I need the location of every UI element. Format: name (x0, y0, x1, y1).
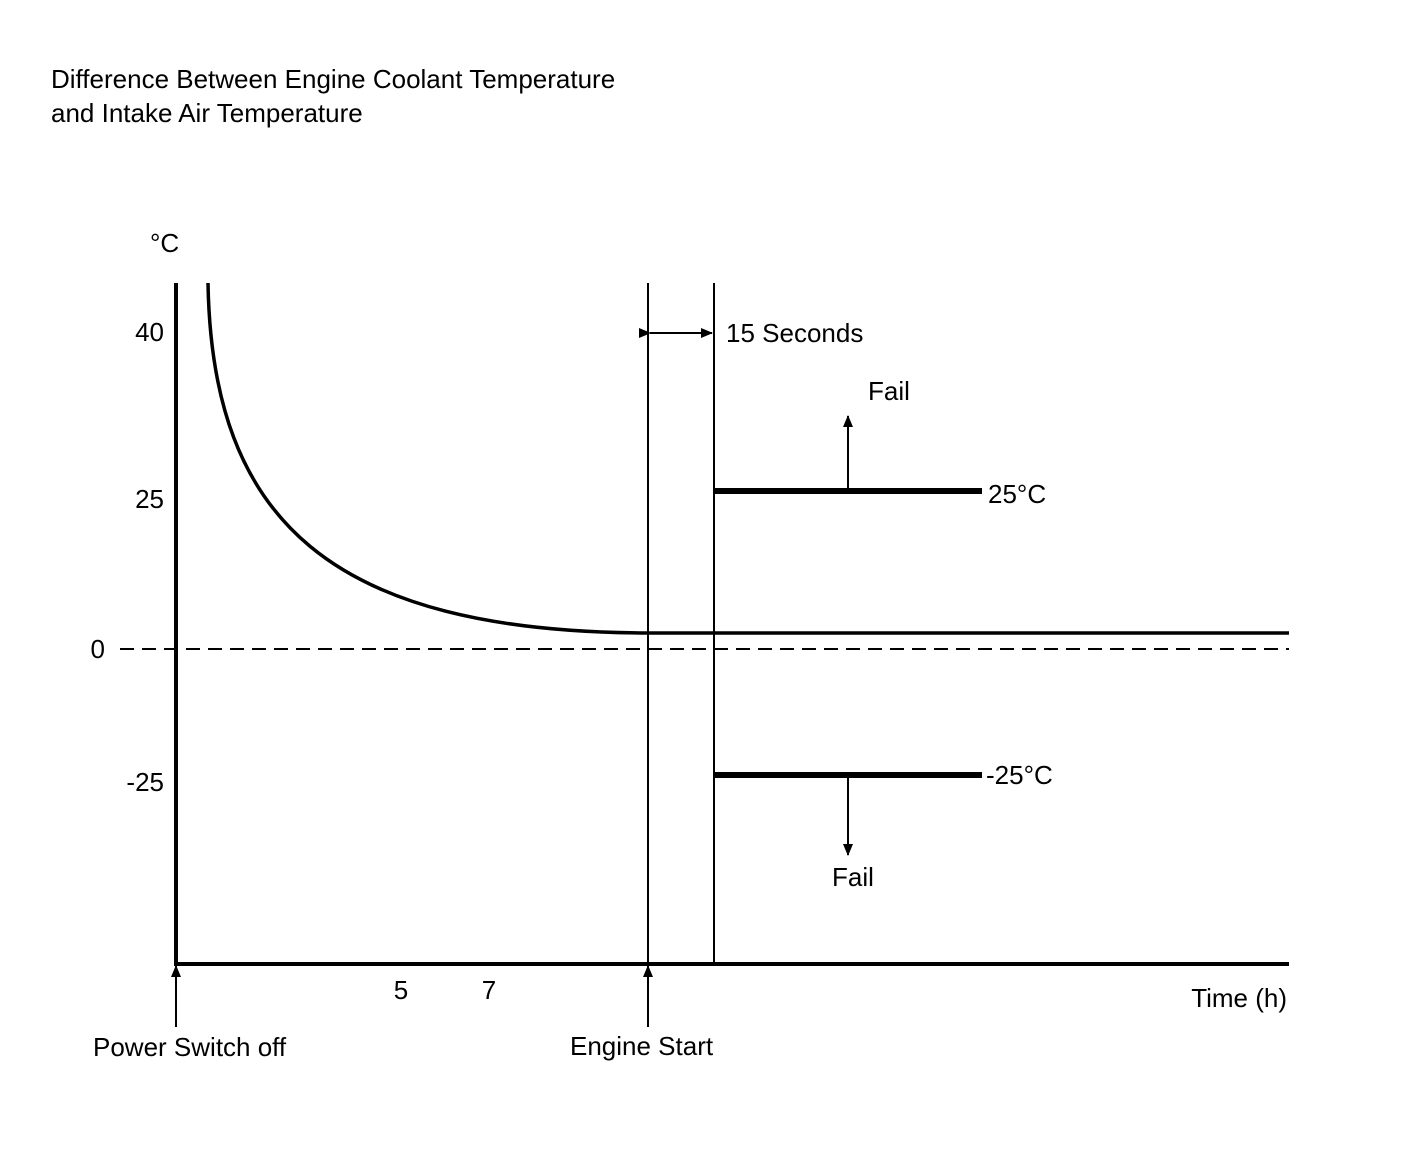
diagram-title: Difference Between Engine Coolant Temper… (51, 62, 615, 130)
fail-upper-label: Fail (868, 376, 910, 406)
x-tick-label-5: 5 (394, 975, 408, 1005)
y-tick-label-40: 40 (135, 317, 164, 347)
y-tick-label-0: 0 (91, 634, 105, 664)
fail-lower-label: Fail (832, 862, 874, 892)
y-tick-label-25: 25 (135, 484, 164, 514)
title-line-1: Difference Between Engine Coolant Temper… (51, 64, 616, 94)
title-line-2: and Intake Air Temperature (51, 98, 363, 128)
power-switch-off-label: Power Switch off (93, 1032, 287, 1062)
y-axis-unit: °C (150, 228, 179, 258)
x-axis-label: Time (h) (1191, 983, 1287, 1013)
temperature-difference-curve (206, 282, 1289, 635)
lower-threshold-label: -25°C (986, 760, 1053, 790)
x-tick-label-7: 7 (482, 975, 496, 1005)
engine-start-label: Engine Start (570, 1031, 714, 1061)
interval-label: 15 Seconds (726, 318, 863, 348)
y-tick-label-neg-25: -25 (126, 767, 164, 797)
upper-threshold-label: 25°C (988, 479, 1046, 509)
